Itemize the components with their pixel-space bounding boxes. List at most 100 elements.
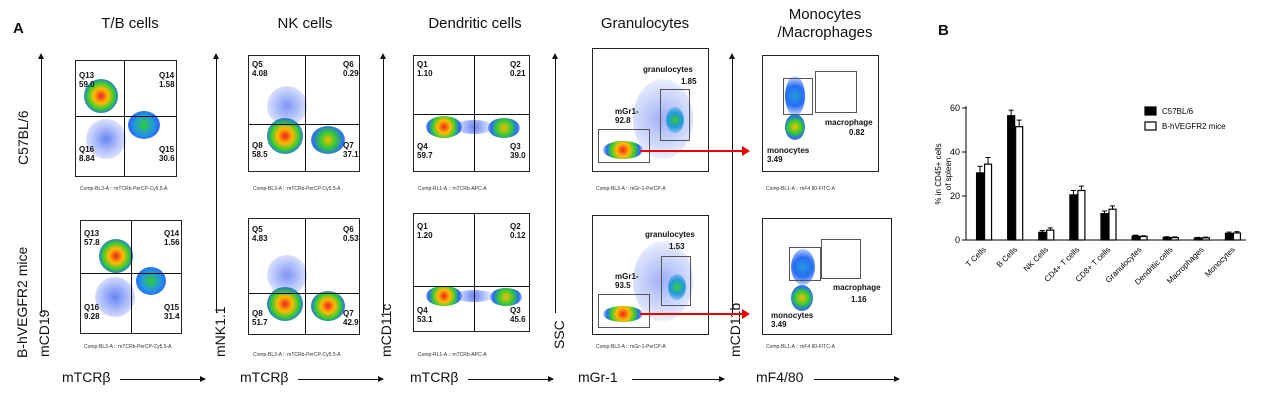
gate-label: Q6 bbox=[343, 60, 354, 69]
gate-macrophage bbox=[815, 71, 857, 113]
gate-value: 1.16 bbox=[851, 295, 867, 304]
flow-x-channel: Comp-BL3-A :: mTCRb-PerCP-Cy5.5-A bbox=[84, 344, 172, 350]
gate-value: 0.12 bbox=[510, 231, 526, 240]
legend-label: B-hVEGFR2 mice bbox=[1162, 122, 1226, 131]
bar bbox=[1077, 189, 1086, 241]
gate-value: 37.1 bbox=[343, 150, 359, 159]
bar bbox=[1108, 208, 1117, 241]
gate-label: Q16 bbox=[84, 303, 100, 312]
gate-value: 1.10 bbox=[417, 69, 433, 78]
gate-value: 59.0 bbox=[79, 80, 95, 89]
flow-plot-nk-c57: Q5 4.08 Q6 0.29 Q8 58.5 Q7 37.1 bbox=[248, 55, 360, 172]
bar bbox=[1038, 231, 1047, 241]
gate-label: Q7 bbox=[343, 309, 354, 318]
gate-label: Q2 bbox=[510, 60, 521, 69]
gate-label: Q5 bbox=[252, 225, 263, 234]
gate-value: 0.29 bbox=[343, 69, 359, 78]
x-tick-label: T Cells bbox=[964, 245, 988, 269]
bar bbox=[975, 172, 985, 241]
x-arrow-dc bbox=[468, 376, 554, 382]
bar bbox=[1100, 213, 1109, 241]
y-arrow-tb bbox=[38, 53, 44, 313]
gate-value: 0.53 bbox=[343, 234, 359, 243]
flow-x-channel: Comp-BL3-A :: mGr-1-PerCP-A bbox=[596, 344, 666, 350]
bar bbox=[1131, 235, 1140, 241]
gate-value: 53.1 bbox=[417, 315, 433, 324]
y-axis-label: % in CD45+ cells bbox=[935, 143, 943, 204]
ylabel-mcd11c: mCD11c bbox=[378, 303, 394, 357]
gate-label: Q8 bbox=[252, 309, 263, 318]
gate-value: 9.28 bbox=[84, 312, 100, 321]
gate-label: Q15 bbox=[164, 303, 180, 312]
gate-value: 51.7 bbox=[252, 318, 268, 327]
gate-label: monocytes bbox=[767, 146, 810, 155]
gate-label: Q5 bbox=[252, 60, 263, 69]
bar bbox=[1007, 115, 1016, 241]
y-tick-label: 20 bbox=[950, 191, 960, 201]
gate-label: Q4 bbox=[417, 142, 428, 151]
gate-label: mGr1- bbox=[615, 107, 639, 116]
red-arrow-c57 bbox=[640, 146, 750, 156]
gate-label: monocytes bbox=[771, 311, 814, 320]
ylabel-mcd11b: mCD11b bbox=[727, 302, 743, 357]
red-arrow-hvegfr2 bbox=[640, 309, 750, 319]
gate-granulocytes bbox=[661, 256, 691, 306]
bar bbox=[1170, 236, 1179, 241]
legend-swatch bbox=[1144, 106, 1157, 116]
gate-monocytes bbox=[789, 247, 821, 281]
gate-label: Q8 bbox=[252, 141, 263, 150]
flow-plot-tb-c57: Q13 59.0 Q14 1.58 Q16 8.84 Q15 30.6 bbox=[75, 60, 177, 177]
gate-value: 58.5 bbox=[252, 150, 268, 159]
gate-value: 3.49 bbox=[771, 320, 787, 329]
gate-label: granulocytes bbox=[643, 65, 693, 74]
gate-value: 4.83 bbox=[252, 234, 268, 243]
gate-value: 1.20 bbox=[417, 231, 433, 240]
gate-mgr1 bbox=[598, 294, 650, 328]
bar bbox=[1232, 232, 1242, 241]
gate-label: Q13 bbox=[79, 71, 95, 80]
gate-value: 0.21 bbox=[510, 69, 526, 78]
y-tick-label: 0 bbox=[955, 235, 960, 245]
bar bbox=[1139, 235, 1148, 241]
xlabel-nk: mTCRβ bbox=[240, 369, 289, 385]
gate-macrophage bbox=[821, 239, 861, 279]
gate-value: 0.82 bbox=[849, 128, 865, 137]
gate-value: 4.08 bbox=[252, 69, 268, 78]
x-arrow-gran bbox=[632, 376, 725, 382]
flow-plot-tb-hvegfr2: Q13 57.8 Q14 1.56 Q16 9.28 Q15 31.4 bbox=[80, 220, 182, 334]
y-arrow-nk bbox=[213, 53, 219, 313]
gate-value: 1.85 bbox=[681, 77, 697, 86]
gate-value: 1.58 bbox=[159, 80, 175, 89]
gate-label: mGr1- bbox=[615, 272, 639, 281]
y-arrow-mono bbox=[729, 53, 735, 313]
column-title-gran: Granulocytes bbox=[600, 15, 690, 32]
x-tick-label: NK Cells bbox=[1022, 245, 1050, 273]
column-title-dc: Dendritic cells bbox=[428, 15, 522, 32]
panel-b-letter: B bbox=[938, 22, 949, 39]
gate-value: 30.6 bbox=[159, 154, 175, 163]
bar bbox=[1069, 194, 1078, 241]
flow-plot-dc-c57: Q1 1.10 Q2 0.21 Q4 59.7 Q3 39.0 bbox=[413, 55, 530, 172]
column-title-mono: Monocytes /Macrophages bbox=[777, 6, 873, 41]
flow-x-channel: Comp-BL3-A :: mTCRb-PerCP-Cy5.5-A bbox=[253, 352, 341, 358]
gate-label: Q16 bbox=[79, 145, 95, 154]
gate-value: 31.4 bbox=[164, 312, 180, 321]
flow-x-channel: Comp-BL3-A :: mTCRb-PerCP-Cy5.5-A bbox=[253, 186, 341, 192]
flow-x-channel: Comp-BL1-A :: mF4 80-FITC-A bbox=[766, 344, 835, 350]
x-arrow-nk bbox=[298, 376, 384, 382]
ylabel-mnk11: mNK1.1 bbox=[212, 306, 228, 357]
gate-label: Q6 bbox=[343, 225, 354, 234]
legend-label: C57BL/6 bbox=[1162, 107, 1194, 116]
x-tick-label: Monocytes bbox=[1203, 245, 1237, 279]
gate-label: Q14 bbox=[164, 229, 180, 238]
gate-label: Q3 bbox=[510, 306, 521, 315]
gate-value: 93.5 bbox=[615, 281, 631, 290]
flow-x-channel: Comp-BL3-A :: mGr-1-PerCP-A bbox=[596, 186, 666, 192]
column-title-tb: T/B cells bbox=[101, 15, 159, 32]
gate-monocytes bbox=[783, 78, 813, 115]
gate-label: macrophage bbox=[825, 118, 873, 127]
flow-plot-dc-hvegfr2: Q1 1.20 Q2 0.12 Q4 53.1 Q3 45.6 bbox=[413, 213, 530, 332]
bar bbox=[1201, 237, 1210, 241]
flow-plot-mono-c57: macrophage 0.82 monocytes 3.49 bbox=[762, 55, 879, 172]
